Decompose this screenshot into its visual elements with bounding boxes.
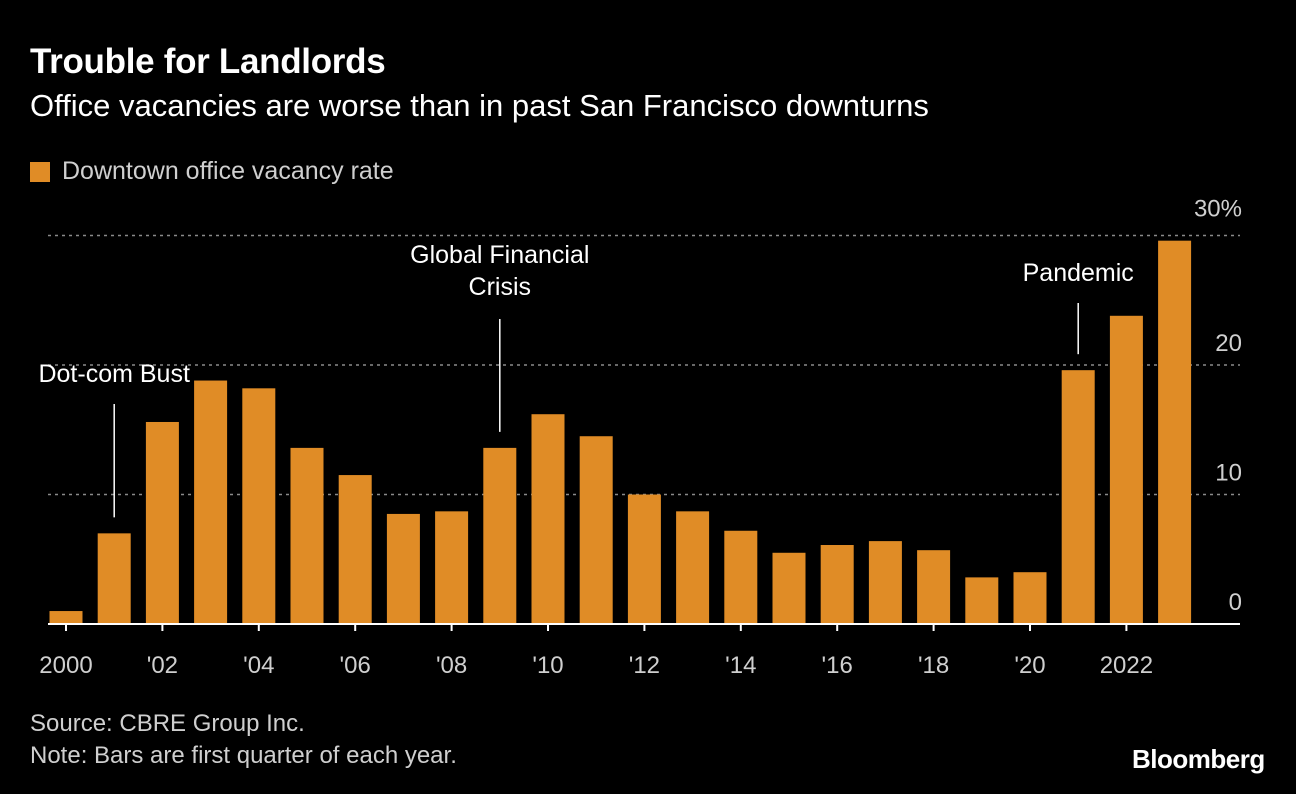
annotation-label-pandemic: Pandemic [1023, 259, 1134, 287]
y-tick-label: 30% [1194, 196, 1242, 223]
bar-2011 [579, 436, 613, 624]
legend-swatch [30, 161, 50, 182]
bar-2013 [676, 511, 710, 624]
bar-2016 [820, 545, 854, 624]
y-tick-label: 0 [1229, 589, 1242, 616]
bar-2019 [965, 577, 999, 624]
legend-label: Downtown office vacancy rate [62, 157, 394, 185]
bar-2005 [290, 447, 324, 624]
bar-2014 [724, 530, 758, 624]
bar-2000 [49, 611, 83, 624]
bar-2010 [531, 414, 565, 624]
bar-2015 [772, 552, 806, 624]
footer: Source: CBRE Group Inc. Note: Bars are f… [30, 708, 457, 772]
x-tick-label: 2022 [1100, 652, 1153, 679]
y-tick-label: 10 [1215, 460, 1242, 487]
x-tick-label: '06 [340, 652, 371, 679]
footnote: Note: Bars are first quarter of each yea… [30, 742, 457, 769]
bar-2017 [868, 541, 902, 624]
bar-2021 [1061, 370, 1095, 624]
bar-2007 [386, 513, 420, 624]
chart-title: Trouble for Landlords [30, 42, 386, 81]
chart-subtitle: Office vacancies are worse than in past … [30, 88, 929, 123]
x-tick-label: '16 [822, 652, 853, 679]
bar-2008 [435, 511, 469, 624]
bar-2001 [97, 533, 131, 624]
y-tick-label: 20 [1215, 330, 1242, 357]
x-tick-label: '04 [243, 652, 274, 679]
bar-2009 [483, 447, 517, 624]
bloomberg-logo: Bloomberg [1132, 744, 1265, 774]
source-note: Source: CBRE Group Inc. [30, 710, 305, 737]
bar-2006 [338, 475, 372, 624]
bar-2022 [1109, 315, 1143, 624]
annotation-label-global-financial-crisis: Crisis [469, 273, 532, 301]
bar-2004 [242, 388, 276, 624]
x-tick-label: '14 [725, 652, 756, 679]
bar-2003 [194, 380, 228, 624]
x-tick-label: '02 [147, 652, 178, 679]
annotation-label-global-financial-crisis: Global Financial [410, 241, 589, 269]
bar-2012 [627, 494, 661, 624]
x-tick-label: '18 [918, 652, 949, 679]
x-tick-label: '10 [532, 652, 563, 679]
bar-2002 [145, 421, 179, 624]
x-tick-label: '08 [436, 652, 467, 679]
bar-2018 [917, 550, 951, 624]
bar-2020 [1013, 572, 1047, 624]
legend: Downtown office vacancy rate [30, 157, 394, 186]
annotation-label-dot-com-bust: Dot-com Bust [38, 360, 189, 388]
bar-2023 [1158, 240, 1192, 624]
x-tick-label: '20 [1014, 652, 1045, 679]
x-tick-label: '12 [629, 652, 660, 679]
x-tick-label: 2000 [39, 652, 92, 679]
